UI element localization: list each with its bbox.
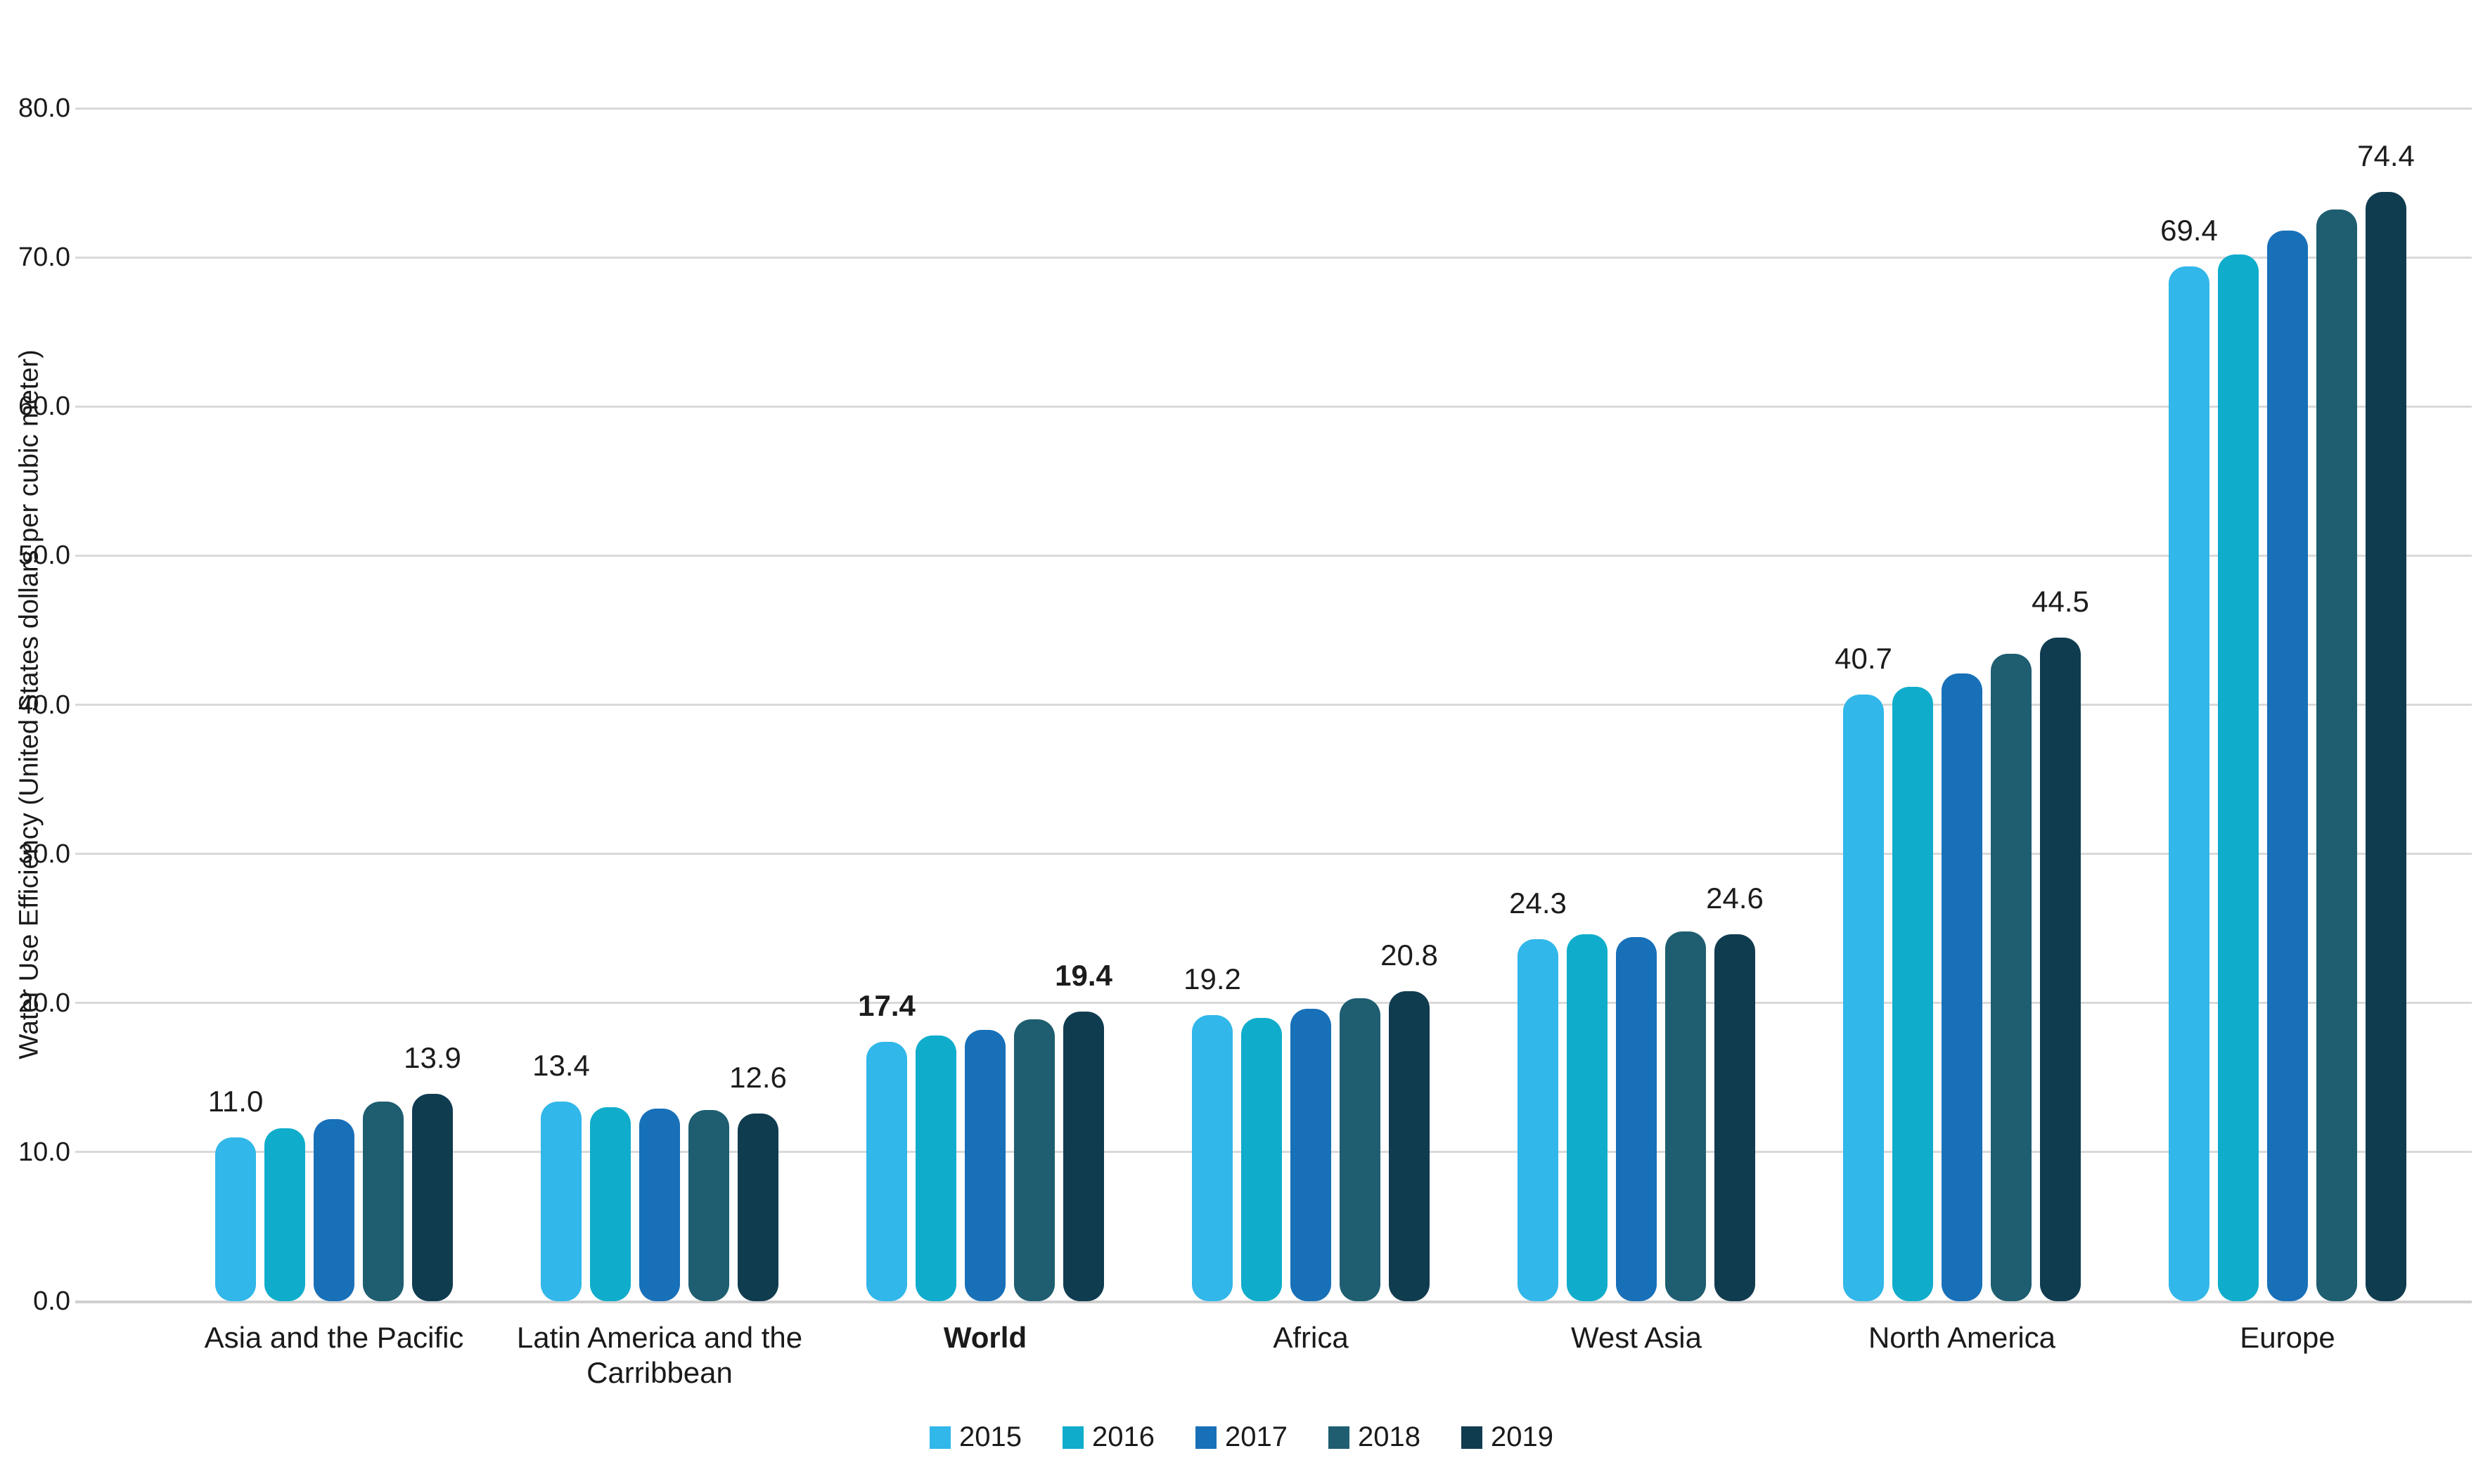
y-tick-label-20: 20.0 (18, 988, 70, 1018)
bar-value-label: 12.6 (729, 1060, 787, 1094)
bar-2017-latin-america-and-the (639, 1109, 680, 1301)
legend-label: 2015 (959, 1421, 1022, 1452)
legend-label: 2019 (1490, 1421, 1553, 1452)
y-tick-label-60: 60.0 (18, 392, 70, 422)
bar-2016-west-asia (1567, 934, 1608, 1301)
bar-2015-west-asia (1518, 938, 1558, 1301)
legend-swatch-2018 (1328, 1426, 1349, 1449)
y-tick-label-50: 50.0 (18, 541, 70, 571)
bar-2018-africa (1340, 998, 1380, 1301)
y-tick-label-70: 70.0 (18, 243, 70, 273)
legend-swatch-2019 (1461, 1426, 1482, 1449)
bar-2016-africa (1241, 1017, 1282, 1301)
y-tick-label-40: 40.0 (18, 690, 70, 720)
legend-label: 2017 (1225, 1421, 1288, 1452)
bar-value-label: 69.4 (2160, 213, 2218, 247)
bar-value-label: 17.4 (858, 988, 916, 1022)
gridline-80 (75, 107, 2472, 110)
bar-2015-north-america (1843, 694, 1884, 1301)
bar-2017-africa (1290, 1009, 1331, 1301)
gridline-20 (75, 1002, 2472, 1005)
bar-2016-asia-and-the-pacific (264, 1128, 305, 1301)
bar-2017-asia-and-the-pacific (314, 1119, 354, 1301)
legend-item-2019: 2019 (1461, 1421, 1553, 1453)
bar-2019-west-asia (1714, 934, 1755, 1301)
bar-2015-world (866, 1041, 907, 1301)
legend-item-2015: 2015 (930, 1421, 1022, 1453)
legend-swatch-2016 (1063, 1426, 1084, 1449)
x-axis-label-latin-america-and-the: Latin America and the Carribbean (516, 1321, 803, 1389)
y-tick-label-80: 80.0 (18, 93, 70, 123)
legend-label: 2016 (1092, 1421, 1155, 1452)
x-axis-label-asia-and-the-pacific: Asia and the Pacific (204, 1321, 464, 1354)
bar-2019-north-america (2040, 638, 2081, 1301)
bar-2015-europe (2169, 266, 2209, 1301)
bar-value-label: 19.4 (1055, 959, 1112, 993)
bar-value-label: 74.4 (2357, 138, 2415, 172)
bar-value-label: 20.8 (1380, 938, 1438, 972)
x-axis-label-world: World (943, 1321, 1027, 1354)
legend-item-2017: 2017 (1195, 1421, 1288, 1453)
bar-2017-europe (2267, 230, 2308, 1301)
gridline-40 (75, 704, 2472, 706)
bar-2019-africa (1389, 991, 1430, 1301)
legend-item-2016: 2016 (1063, 1421, 1155, 1453)
bar-2016-world (916, 1035, 956, 1301)
bar-value-label: 24.3 (1509, 886, 1567, 920)
legend-item-2018: 2018 (1328, 1421, 1420, 1453)
bar-2016-latin-america-and-the (590, 1107, 631, 1301)
bar-value-label: 19.2 (1183, 962, 1241, 995)
y-tick-label-0: 0.0 (33, 1286, 70, 1316)
bar-2019-asia-and-the-pacific (412, 1094, 453, 1301)
y-tick-label-30: 30.0 (18, 839, 70, 869)
gridline-70 (75, 256, 2472, 259)
bar-value-label: 40.7 (1835, 641, 1892, 675)
bar-2015-africa (1192, 1014, 1233, 1301)
x-axis-label-west-asia: West Asia (1571, 1321, 1702, 1354)
legend-label: 2018 (1357, 1421, 1420, 1452)
bar-2018-world (1014, 1019, 1055, 1301)
bar-2019-europe (2366, 191, 2406, 1301)
bar-2018-asia-and-the-pacific (363, 1101, 404, 1301)
bar-2018-europe (2316, 209, 2357, 1301)
bar-2018-north-america (1991, 654, 2032, 1301)
bar-2015-latin-america-and-the (541, 1101, 582, 1301)
bar-value-label: 13.4 (532, 1048, 590, 1082)
bar-2018-west-asia (1665, 931, 1706, 1301)
bar-2017-west-asia (1616, 937, 1657, 1301)
gridline-60 (75, 405, 2472, 408)
y-tick-label-10: 10.0 (18, 1137, 70, 1167)
gridline-30 (75, 853, 2472, 856)
bar-2016-europe (2218, 254, 2259, 1301)
bar-value-label: 13.9 (404, 1041, 461, 1075)
bar-2019-latin-america-and-the (738, 1113, 778, 1301)
bar-value-label: 44.5 (2032, 585, 2089, 619)
gridline-50 (75, 554, 2472, 557)
bar-2018-latin-america-and-the (688, 1110, 729, 1301)
legend-swatch-2017 (1195, 1426, 1217, 1449)
x-axis-label-africa: Africa (1273, 1321, 1349, 1354)
legend: 2015 2016 2017 2018 2019 (0, 1421, 2483, 1453)
x-axis-label-europe: Europe (2240, 1321, 2335, 1354)
x-axis-label-north-america: North America (1868, 1321, 2056, 1354)
bar-value-label: 24.6 (1706, 882, 1764, 915)
bar-2019-world (1063, 1012, 1104, 1301)
bar-value-label: 11.0 (207, 1084, 264, 1118)
bar-2015-asia-and-the-pacific (215, 1137, 256, 1301)
legend-swatch-2015 (930, 1426, 951, 1449)
bar-2017-north-america (1942, 673, 1982, 1301)
bar-2017-world (965, 1029, 1006, 1301)
gridline-0 (75, 1300, 2472, 1303)
bar-2016-north-america (1892, 687, 1933, 1301)
